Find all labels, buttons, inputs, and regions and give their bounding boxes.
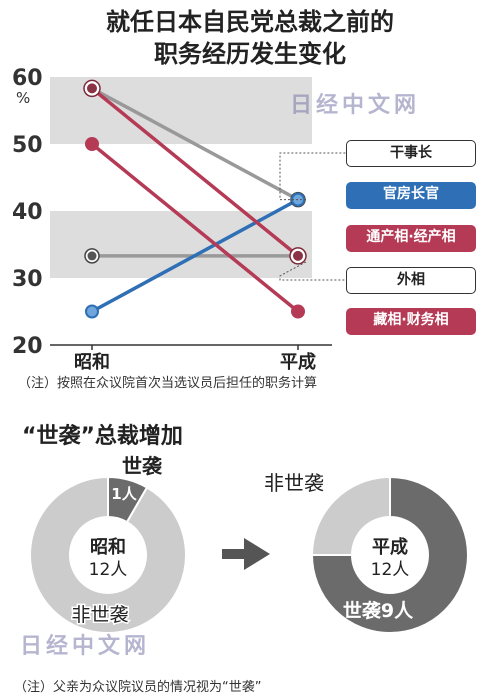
footnote-1: （注）按照在众议院首次当选议员后担任的职务计算 bbox=[18, 376, 318, 391]
y-tick-label: 60 bbox=[12, 66, 43, 91]
x-category-label: 平成 bbox=[280, 351, 316, 373]
pie-outer-label: 世袭 bbox=[122, 454, 163, 478]
series-line-0 bbox=[91, 86, 299, 202]
legend-item: 干事长 bbox=[346, 140, 476, 167]
arrow-head bbox=[244, 538, 270, 570]
pie-outer-label: 非世袭 bbox=[71, 604, 128, 626]
y-unit-label: % bbox=[16, 89, 30, 107]
watermark: 日经中文网 bbox=[290, 93, 421, 118]
y-tick-label: 40 bbox=[12, 200, 43, 225]
series-line-4 bbox=[90, 142, 300, 313]
shared-point-core bbox=[87, 83, 97, 94]
pie-hole bbox=[352, 517, 428, 593]
pie-slice bbox=[29, 475, 187, 634]
legend-item: 藏相·财务相 bbox=[346, 308, 476, 335]
series-line-2 bbox=[90, 87, 300, 258]
pie-section-title: “世袭”总裁增加 bbox=[22, 424, 183, 449]
y-tick-label: 30 bbox=[12, 267, 43, 292]
arrow-shaft bbox=[222, 549, 244, 559]
y-tick-label: 20 bbox=[12, 334, 43, 359]
series-point bbox=[85, 304, 99, 319]
x-category-label: 昭和 bbox=[74, 352, 110, 373]
pie-slice bbox=[310, 475, 469, 634]
series-line-1 bbox=[91, 198, 299, 314]
line-chart: 20 30 40 50 60% 昭和 平成 bbox=[12, 66, 346, 373]
chart-title-line2: 职务经历发生变化 bbox=[154, 40, 346, 68]
pie-hole bbox=[70, 517, 146, 593]
watermark-bottom: 日经中文网 bbox=[20, 634, 151, 659]
pie-slice bbox=[310, 475, 391, 556]
band-30-40 bbox=[50, 211, 312, 278]
pie-outer-label: 非世袭 bbox=[264, 471, 324, 495]
chart-title-line1: 就任日本自民党总裁之前的 bbox=[106, 8, 394, 36]
slice-value-label: 1人 bbox=[111, 485, 137, 503]
pie-center-label: 昭和 bbox=[90, 537, 126, 558]
pie-total-label: 12人 bbox=[89, 560, 128, 580]
pie-slice bbox=[107, 475, 149, 524]
pie-center-label: 平成 bbox=[372, 536, 408, 558]
footnote-2: （注）父亲为众议院议员的情况视为“世袭” bbox=[14, 680, 262, 695]
shared-point-core bbox=[293, 250, 303, 261]
legend-item: 官房长官 bbox=[346, 182, 476, 209]
slice-value-label: 世袭9人 bbox=[343, 600, 414, 622]
series-point bbox=[291, 304, 305, 319]
series-point bbox=[85, 137, 99, 151]
connector-ganjicho bbox=[279, 152, 346, 201]
series-point-core bbox=[87, 251, 97, 261]
pie-total-label: 12人 bbox=[371, 560, 410, 580]
y-tick-label: 50 bbox=[12, 133, 43, 158]
legend-item: 通产相·经产相 bbox=[346, 225, 476, 252]
legend-item: 外相 bbox=[346, 267, 476, 294]
